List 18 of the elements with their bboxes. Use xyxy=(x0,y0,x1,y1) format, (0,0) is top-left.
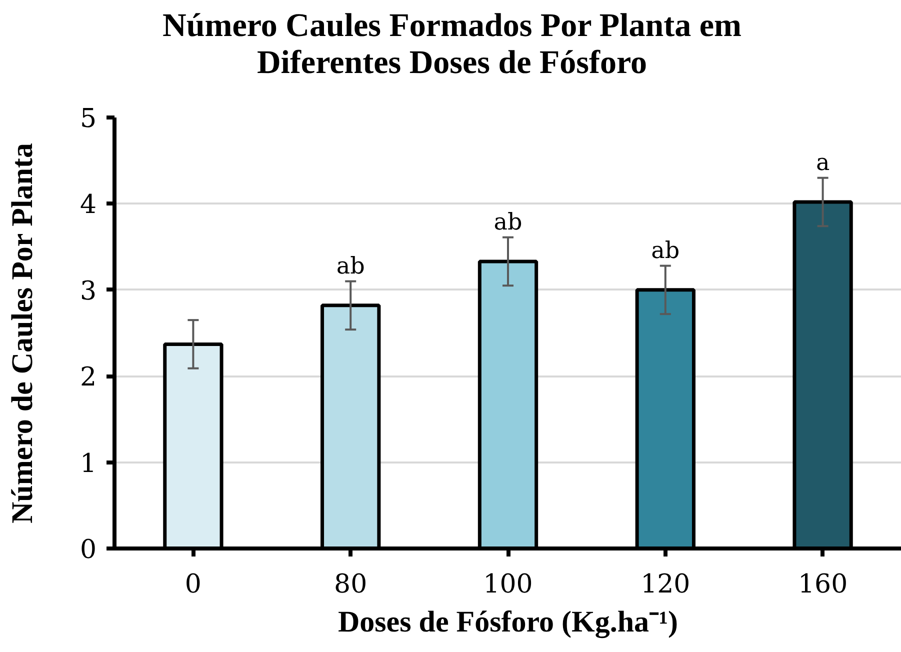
y-tick-label: 0 xyxy=(80,535,97,565)
x-tick-label: 100 xyxy=(483,570,533,600)
data-label: ab xyxy=(651,238,680,264)
x-tick-label: 0 xyxy=(184,570,202,600)
y-tick-label: 5 xyxy=(80,104,97,134)
x-tick-label: 80 xyxy=(334,570,368,600)
data-label: ab xyxy=(336,253,365,280)
y-axis-title: Número de Caules Por Planta xyxy=(6,142,39,524)
y-tick-label: 2 xyxy=(80,362,97,393)
y-tick-label: 1 xyxy=(80,448,97,479)
x-tick-label: 160 xyxy=(798,570,848,600)
data-label: ab xyxy=(494,209,522,236)
x-axis-title: Doses de Fósforo (Kg.ha⁻¹) xyxy=(338,606,678,638)
chart-title: Número Caules Formados Por Planta em Diferentes Doses de Fósforo xyxy=(162,8,742,82)
y-tick-label: 3 xyxy=(80,276,97,306)
data-label: a xyxy=(816,150,830,176)
y-tick-label: 4 xyxy=(80,190,97,220)
x-tick-label: 120 xyxy=(640,570,690,600)
